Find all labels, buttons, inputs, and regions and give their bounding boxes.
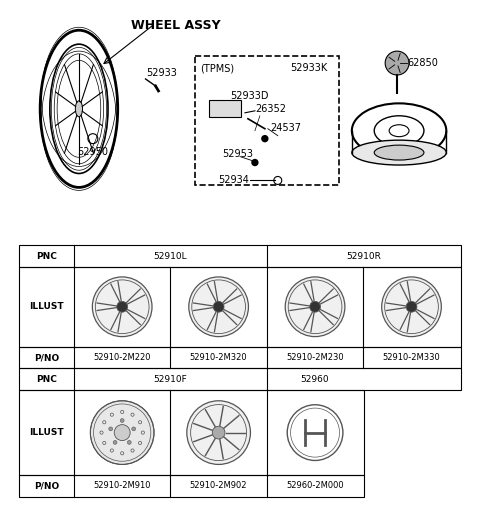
Circle shape — [213, 301, 224, 312]
Text: 52960-2M000: 52960-2M000 — [286, 481, 344, 490]
Text: PNC: PNC — [36, 251, 57, 260]
Text: (TPMS): (TPMS) — [200, 63, 234, 73]
Circle shape — [287, 405, 343, 461]
Text: 52933K: 52933K — [290, 63, 327, 73]
Text: 24537: 24537 — [270, 123, 301, 133]
Circle shape — [262, 135, 268, 142]
Text: 52910-2M910: 52910-2M910 — [94, 481, 151, 490]
Text: 26352: 26352 — [255, 104, 286, 114]
Bar — [19, 245, 461, 267]
Text: 52910F: 52910F — [154, 375, 187, 384]
Circle shape — [114, 425, 130, 441]
Text: ILLUST: ILLUST — [29, 302, 64, 311]
FancyBboxPatch shape — [209, 100, 241, 117]
Circle shape — [113, 441, 117, 444]
Circle shape — [120, 418, 124, 423]
Text: 52910-2M902: 52910-2M902 — [190, 481, 247, 490]
Text: P/NO: P/NO — [34, 481, 59, 490]
Bar — [19, 475, 364, 497]
Circle shape — [385, 51, 409, 75]
Circle shape — [187, 401, 251, 464]
Text: 52910-2M220: 52910-2M220 — [94, 353, 151, 362]
Text: WHEEL ASSY: WHEEL ASSY — [131, 19, 220, 32]
Circle shape — [132, 427, 135, 431]
Text: 52933D: 52933D — [230, 91, 268, 101]
Text: 52953: 52953 — [222, 149, 253, 159]
Circle shape — [127, 441, 131, 444]
Circle shape — [406, 301, 417, 312]
Text: 62850: 62850 — [407, 58, 438, 68]
Circle shape — [109, 427, 113, 431]
Circle shape — [382, 277, 441, 337]
Text: 52933: 52933 — [146, 68, 178, 78]
Text: 52910-2M230: 52910-2M230 — [286, 353, 344, 362]
Text: 52910-2M320: 52910-2M320 — [190, 353, 247, 362]
Text: 52960: 52960 — [301, 375, 329, 384]
Circle shape — [92, 277, 152, 337]
Text: 52910-2M330: 52910-2M330 — [383, 353, 440, 362]
Text: 52950: 52950 — [77, 147, 108, 157]
Circle shape — [189, 277, 249, 337]
Ellipse shape — [374, 145, 424, 160]
Text: PNC: PNC — [36, 375, 57, 384]
Text: P/NO: P/NO — [34, 353, 59, 362]
Circle shape — [285, 277, 345, 337]
Bar — [19, 267, 461, 347]
Circle shape — [212, 426, 225, 439]
Circle shape — [117, 301, 128, 312]
Circle shape — [310, 301, 321, 312]
Bar — [19, 391, 364, 475]
Text: 52934: 52934 — [218, 175, 249, 186]
Circle shape — [252, 160, 258, 165]
Text: 52910L: 52910L — [154, 251, 187, 260]
Text: 52910R: 52910R — [346, 251, 381, 260]
Bar — [19, 347, 461, 368]
Circle shape — [90, 401, 154, 464]
Bar — [19, 368, 461, 391]
Text: ILLUST: ILLUST — [29, 428, 64, 437]
Ellipse shape — [75, 101, 83, 117]
FancyBboxPatch shape — [195, 56, 339, 186]
Ellipse shape — [352, 140, 446, 165]
